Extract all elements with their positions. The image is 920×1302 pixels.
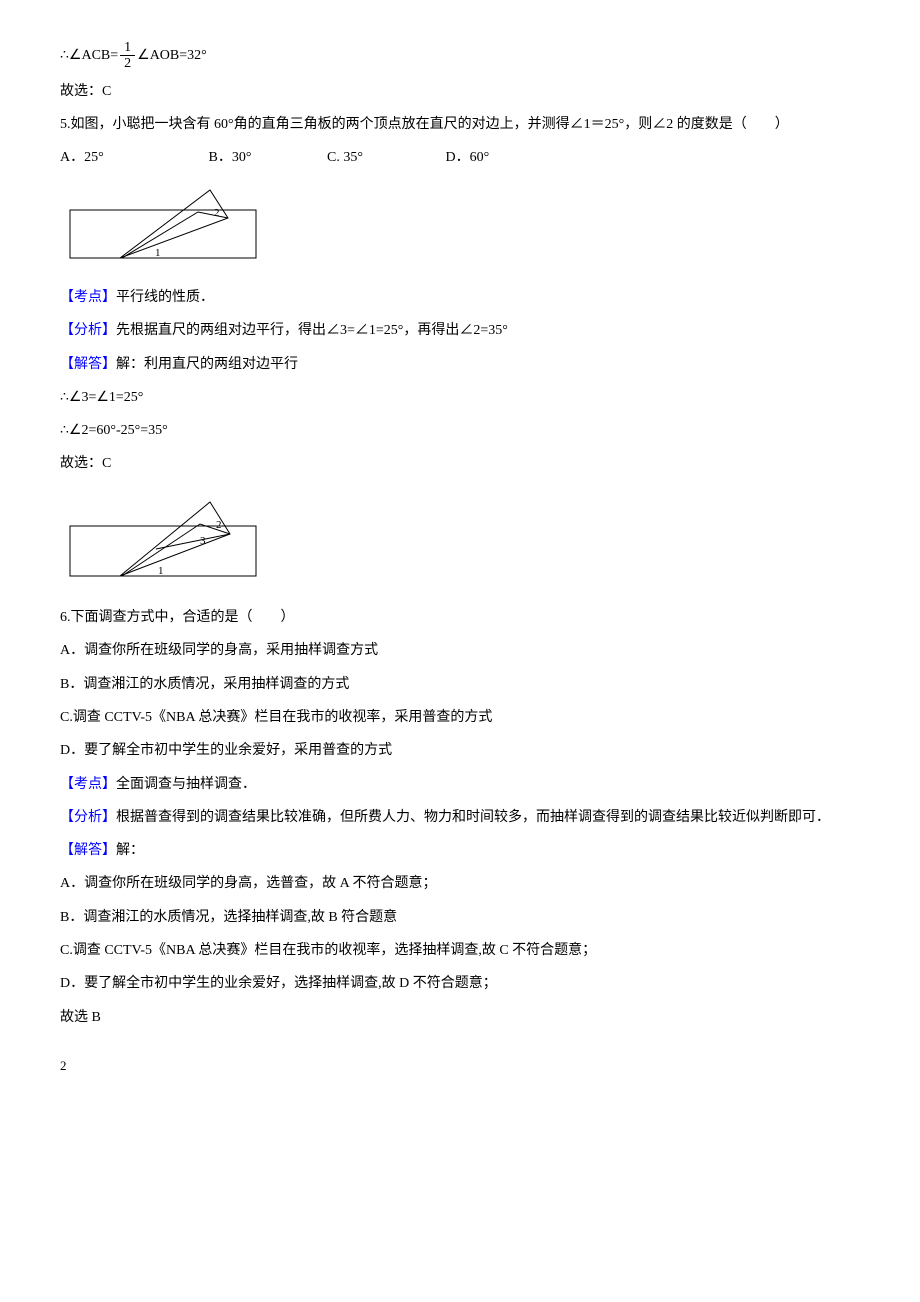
- fx-text: 先根据直尺的两组对边平行，得出∠3=∠1=25°，再得出∠2=35°: [116, 323, 508, 338]
- q4-answer: 故选：C: [60, 78, 860, 105]
- fx-label: 【分析】: [60, 810, 116, 825]
- q6-opt-a: A．调查你所在班级同学的身高，采用抽样调查方式: [60, 637, 860, 664]
- frac-num: 1: [120, 40, 135, 56]
- q5-jd: 【解答】解：利用直尺的两组对边平行: [60, 351, 860, 378]
- kd-label: 【考点】: [60, 290, 116, 305]
- frac-den: 2: [120, 56, 135, 71]
- q5-options: A．25° B．30° C. 35° D．60°: [60, 144, 860, 171]
- svg-text:3: 3: [200, 535, 206, 547]
- q6-opt-b: B．调查湘江的水质情况，采用抽样调查的方式: [60, 671, 860, 698]
- jd-label: 【解答】: [60, 357, 116, 372]
- fx-label: 【分析】: [60, 323, 116, 338]
- q4-l1-post: ∠AOB=32°: [137, 48, 207, 63]
- q6-ans-b: B．调查湘江的水质情况，选择抽样调查,故 B 符合题意: [60, 904, 860, 931]
- q5-opt-b: B．30°: [209, 144, 324, 171]
- q5-opt-c: C. 35°: [327, 144, 442, 171]
- q5-kd: 【考点】平行线的性质．: [60, 284, 860, 311]
- jd-text: 解：利用直尺的两组对边平行: [116, 357, 298, 372]
- q6-fx: 【分析】根据普查得到的调查结果比较准确，但所费人力、物力和时间较多，而抽样调查得…: [60, 804, 860, 831]
- fx-text: 根据普查得到的调查结果比较准确，但所费人力、物力和时间较多，而抽样调查得到的调查…: [116, 810, 830, 825]
- q4-conclusion: ∴∠ACB=12∠AOB=32°: [60, 40, 860, 72]
- q5-step1: ∴∠3=∠1=25°: [60, 384, 860, 411]
- q5-stem: 5.如图，小聪把一块含有 60°角的直角三角板的两个顶点放在直尺的对边上，并测得…: [60, 111, 860, 138]
- q5-step3: 故选：C: [60, 450, 860, 477]
- kd-text: 平行线的性质．: [116, 290, 214, 305]
- fraction: 12: [120, 40, 135, 72]
- jd-text: 解：: [116, 843, 144, 858]
- q6-final: 故选 B: [60, 1004, 860, 1031]
- svg-text:1: 1: [158, 565, 164, 577]
- q6-opt-c: C.调查 CCTV-5《NBA 总决赛》栏目在我市的收视率，采用普查的方式: [60, 704, 860, 731]
- svg-text:2: 2: [216, 519, 222, 531]
- q5-opt-a: A．25°: [60, 144, 205, 171]
- svg-text:2: 2: [214, 207, 220, 219]
- q5-figure-1: 1 2: [60, 180, 860, 276]
- kd-text: 全面调查与抽样调查．: [116, 777, 256, 792]
- q5-fx: 【分析】先根据直尺的两组对边平行，得出∠3=∠1=25°，再得出∠2=35°: [60, 317, 860, 344]
- q6-ans-a: A．调查你所在班级同学的身高，选普查，故 A 不符合题意；: [60, 870, 860, 897]
- svg-text:1: 1: [155, 247, 161, 259]
- q6-ans-d: D．要了解全市初中学生的业余爱好，选择抽样调查,故 D 不符合题意；: [60, 970, 860, 997]
- q4-l1-pre: ∴∠ACB=: [60, 48, 118, 63]
- q6-opt-d: D．要了解全市初中学生的业余爱好，采用普查的方式: [60, 737, 860, 764]
- q6-ans-c: C.调查 CCTV-5《NBA 总决赛》栏目在我市的收视率，选择抽样调查,故 C…: [60, 937, 860, 964]
- q5-step2: ∴∠2=60°-25°=35°: [60, 417, 860, 444]
- jd-label: 【解答】: [60, 843, 116, 858]
- q5-figure-2: 1 2 3: [60, 494, 860, 594]
- q6-kd: 【考点】全面调查与抽样调查．: [60, 771, 860, 798]
- q5-opt-d: D．60°: [446, 144, 490, 171]
- q6-jd: 【解答】解：: [60, 837, 860, 864]
- kd-label: 【考点】: [60, 777, 116, 792]
- page-number: 2: [60, 1053, 860, 1078]
- q6-stem: 6.下面调查方式中，合适的是（ ）: [60, 604, 860, 631]
